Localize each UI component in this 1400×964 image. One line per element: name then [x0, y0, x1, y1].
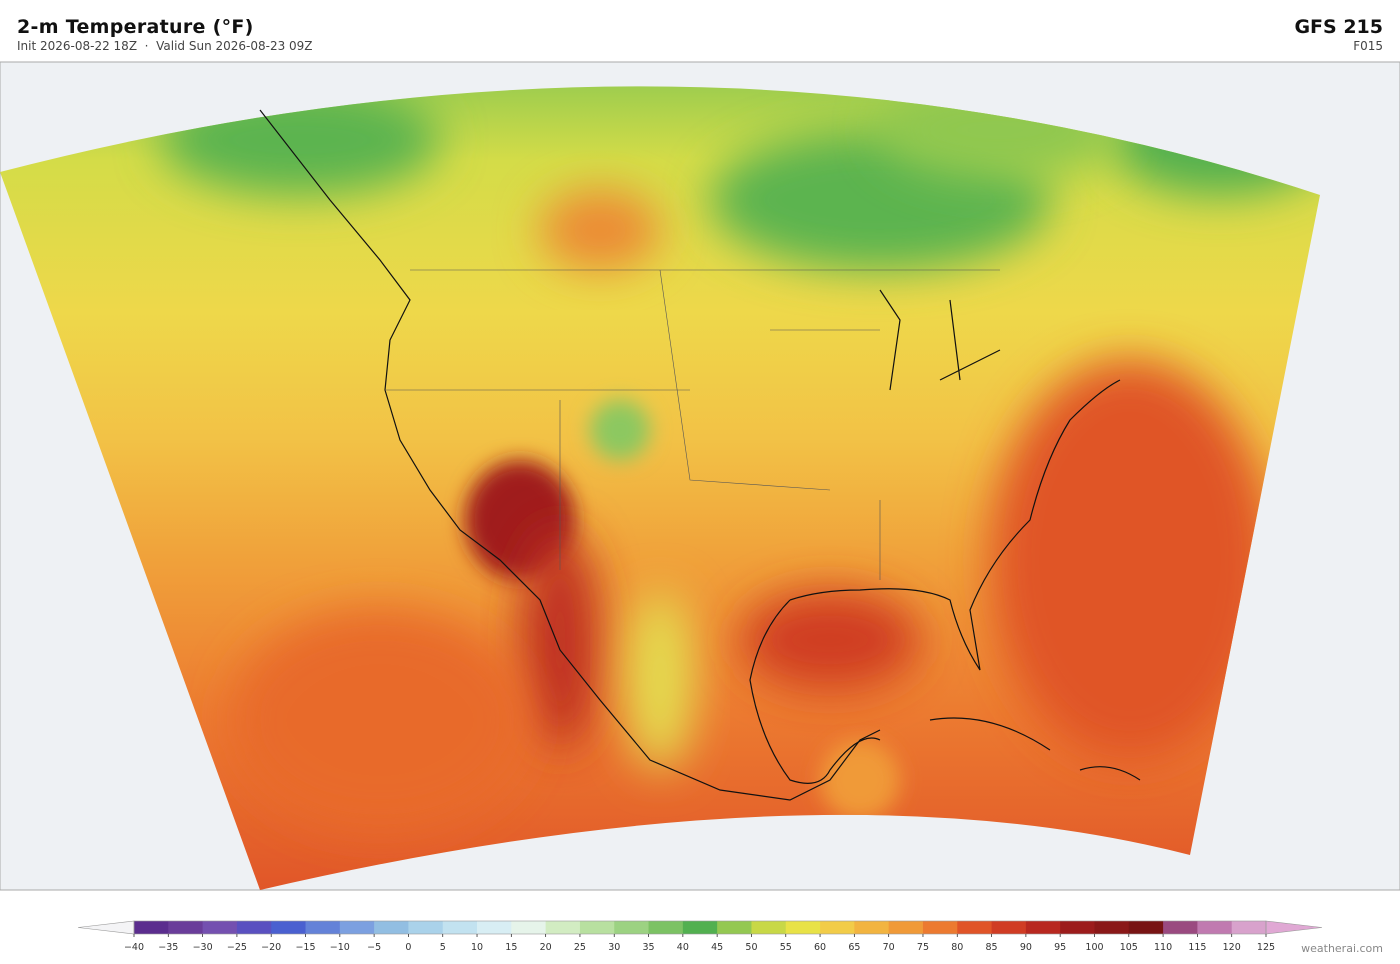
tick-label: −10 — [330, 942, 350, 953]
tick-label: 10 — [471, 942, 483, 953]
color-bin — [785, 921, 821, 934]
title: 2-m Temperature (°F) — [17, 16, 254, 38]
color-bin — [202, 921, 238, 934]
color-bin — [1025, 921, 1061, 934]
subtitle: Init 2026-08-22 18Z · Valid Sun 2026-08-… — [17, 39, 313, 53]
color-bin — [1128, 921, 1164, 934]
tick-label: 110 — [1154, 942, 1172, 953]
tick-label: 125 — [1257, 942, 1275, 953]
color-bin — [408, 921, 444, 934]
tick-label: 105 — [1120, 942, 1138, 953]
credit: weatherai.com — [1301, 942, 1383, 955]
color-bin — [888, 921, 924, 934]
tick-label: 5 — [440, 942, 446, 953]
colorbar: −40 −35 −30 −25 −20 −15 −10 −5 0 5 10 15 20 25 30 35 40 4… — [77, 920, 1323, 953]
tick-label: 70 — [883, 942, 895, 953]
model-label: GFS 215 — [1294, 16, 1383, 38]
color-bin — [991, 921, 1027, 934]
color-bin — [545, 921, 581, 934]
tick-label: 40 — [677, 942, 689, 953]
color-bin — [1163, 921, 1198, 934]
tick-label: 100 — [1085, 942, 1103, 953]
tick-label: 30 — [608, 942, 620, 953]
state-borders — [385, 269, 1000, 580]
color-bin — [1060, 921, 1095, 934]
tick-label: 35 — [642, 942, 654, 953]
color-bin — [922, 921, 958, 934]
color-bin — [339, 921, 375, 934]
color-bin — [442, 921, 478, 934]
color-bin — [648, 921, 684, 934]
color-bin — [511, 921, 547, 934]
tick-label: −15 — [295, 942, 315, 953]
color-bin — [1197, 921, 1233, 934]
color-bin — [168, 921, 204, 934]
tick-label: 20 — [540, 942, 552, 953]
tick-label: 55 — [780, 942, 792, 953]
forecast-hour: F015 — [1353, 39, 1383, 53]
color-bin — [477, 921, 512, 934]
tick-label: 90 — [1020, 942, 1032, 953]
color-bin — [854, 921, 890, 934]
tick-label: 80 — [951, 942, 963, 953]
color-bin — [682, 921, 718, 934]
colorbar-frame — [133, 920, 1267, 935]
tick-label: −35 — [158, 942, 178, 953]
over-triangle — [1265, 920, 1323, 935]
tick-label: 0 — [405, 942, 411, 953]
tick-label: 15 — [505, 942, 517, 953]
tick-label: −20 — [261, 942, 281, 953]
color-bin — [717, 921, 752, 934]
tick-label: 85 — [986, 942, 998, 953]
tick-label: 60 — [814, 942, 826, 953]
color-bin — [579, 921, 615, 934]
tick-label: −40 — [124, 942, 144, 953]
color-bin — [1231, 921, 1267, 934]
tick-label: 45 — [711, 942, 723, 953]
color-bin — [1094, 921, 1130, 934]
color-bin — [236, 921, 272, 934]
tick-label: 50 — [745, 942, 757, 953]
tick-label: −30 — [193, 942, 213, 953]
tick-label: −5 — [367, 942, 381, 953]
color-bin — [305, 921, 341, 934]
tick-label: 25 — [574, 942, 586, 953]
tick-label: 115 — [1188, 942, 1206, 953]
tick-label: 120 — [1223, 942, 1241, 953]
tick-label: 75 — [917, 942, 929, 953]
color-bin — [751, 921, 787, 934]
color-bin — [374, 921, 409, 934]
color-bin — [957, 921, 993, 934]
under-triangle — [77, 920, 135, 935]
color-bin — [820, 921, 855, 934]
temperature-field — [0, 86, 1320, 891]
color-bin — [134, 921, 169, 934]
color-bin — [614, 921, 650, 934]
color-bin — [271, 921, 307, 934]
coastlines — [259, 109, 1141, 801]
tick-label: 95 — [1054, 942, 1066, 953]
tick-label: 65 — [848, 942, 860, 953]
tick-label: −25 — [227, 942, 247, 953]
